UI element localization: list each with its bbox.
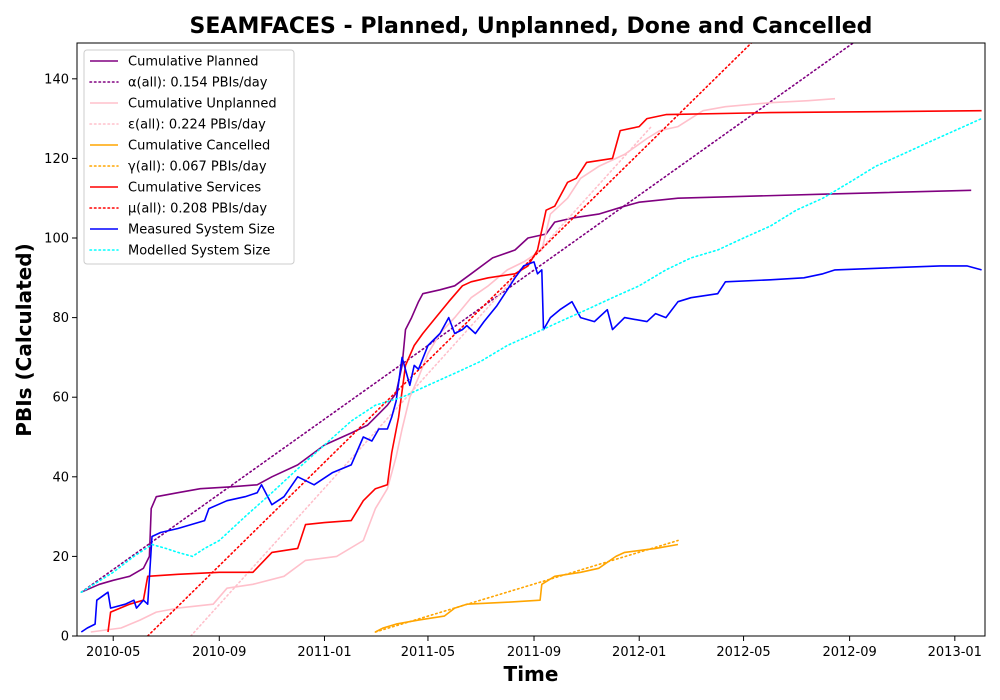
y-tick-label: 0 — [61, 630, 69, 645]
y-tick-label: 40 — [52, 470, 69, 485]
x-axis-ticks: 2010-05 2010-09 2011-01 2011-05 2011-09 2012-… — [86, 636, 982, 660]
y-axis-label: PBIs (Calculated) — [12, 243, 36, 436]
legend-entry-label: Modelled System Size — [128, 244, 270, 259]
series-line-8 — [80, 261, 982, 633]
y-tick-label: 140 — [44, 72, 69, 87]
plot-area — [76, 42, 986, 637]
legend-entry-label: μ(all): 0.208 PBIs/day — [128, 202, 267, 217]
y-tick-label: 60 — [52, 391, 69, 406]
series-line-9 — [80, 117, 983, 593]
legend-entry-label: ε(all): 0.224 PBIs/day — [128, 118, 266, 133]
y-tick-label: 20 — [52, 550, 69, 565]
legend-box — [83, 49, 295, 265]
plot-frame — [76, 42, 986, 637]
series-layer — [80, 43, 983, 636]
legend-entry-label: Cumulative Planned — [128, 55, 258, 70]
y-tick-label: 80 — [52, 311, 69, 326]
legend-entry-label: Cumulative Unplanned — [128, 97, 277, 112]
x-tick-label: 2010-09 — [192, 645, 246, 660]
legend-entry-label: Cumulative Cancelled — [128, 139, 270, 154]
x-tick-label: 2012-01 — [612, 645, 666, 660]
x-tick-label: 2013-01 — [928, 645, 982, 660]
series-line-1 — [80, 43, 854, 593]
legend: Cumulative Planned α(all): 0.154 PBIs/day… — [83, 49, 295, 265]
legend-entry-label: α(all): 0.154 PBIs/day — [128, 76, 268, 91]
legend-entry-label: γ(all): 0.067 PBIs/day — [128, 160, 267, 175]
series-line-0 — [80, 189, 972, 593]
chart-title: SEAMFACES - Planned, Unplanned, Done and… — [190, 14, 873, 39]
legend-entry-label: Measured System Size — [128, 223, 275, 238]
x-tick-label: 2011-09 — [507, 645, 561, 660]
x-tick-label: 2012-05 — [716, 645, 770, 660]
y-tick-label: 100 — [44, 232, 69, 247]
legend-entry-label: Cumulative Services — [128, 181, 261, 196]
x-tick-label: 2011-05 — [401, 645, 455, 660]
series-line-3 — [190, 125, 653, 636]
series-line-7 — [146, 43, 753, 636]
y-tick-label: 120 — [44, 152, 69, 167]
x-tick-label: 2010-05 — [86, 645, 140, 660]
x-tick-label: 2011-01 — [297, 645, 351, 660]
series-line-4 — [375, 543, 679, 633]
series-line-5 — [374, 539, 679, 633]
y-axis-ticks: 0 20 40 60 80 100 120 140 — [44, 72, 77, 645]
x-tick-label: 2012-09 — [822, 645, 876, 660]
x-axis-label: Time — [504, 662, 559, 686]
series-line-6 — [107, 109, 982, 633]
